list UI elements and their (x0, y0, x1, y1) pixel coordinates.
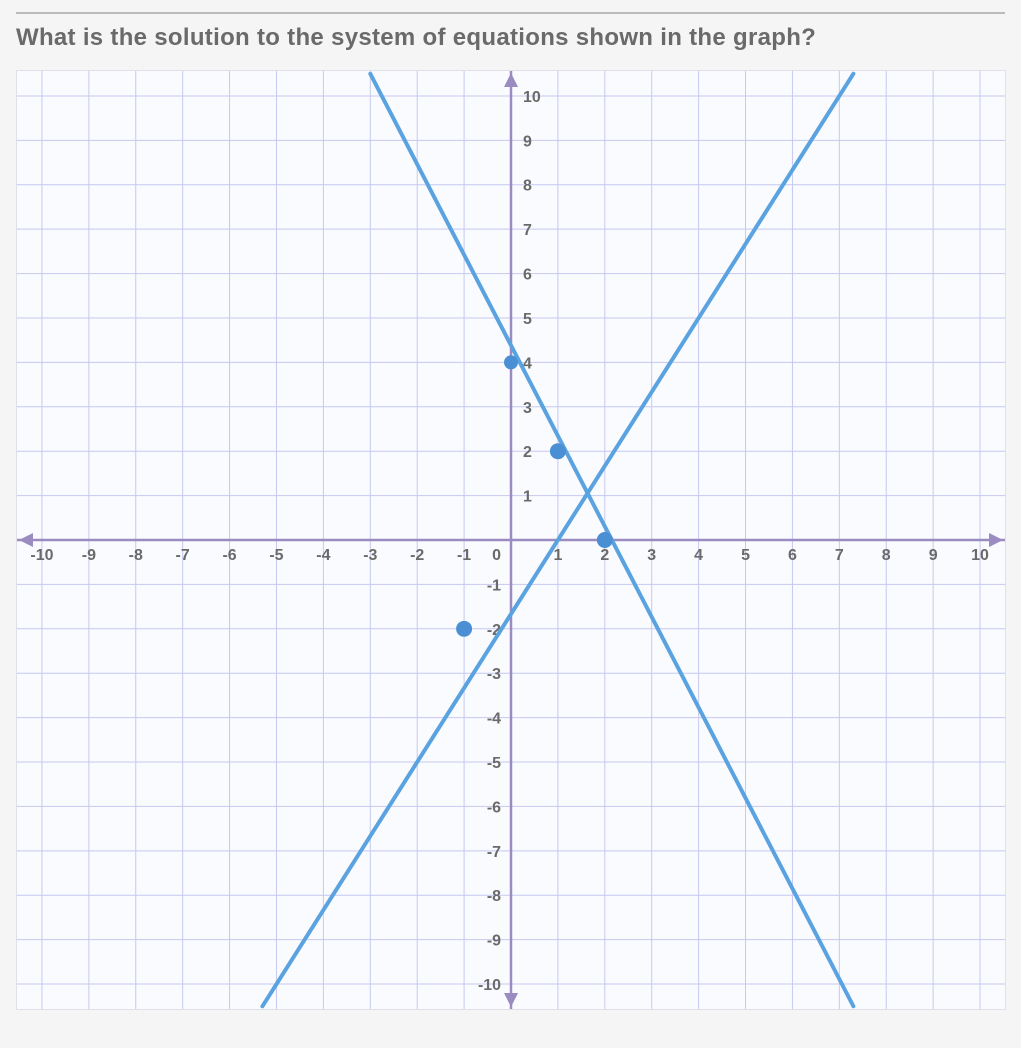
page: What is the solution to the system of eq… (0, 0, 1021, 1048)
x-tick-label: 7 (835, 547, 844, 564)
y-axis-arrow-up (504, 73, 518, 87)
y-tick-label: 2 (523, 444, 532, 461)
y-tick-label: -9 (487, 933, 501, 950)
point-marker (504, 355, 518, 369)
x-tick-label: -10 (30, 547, 53, 564)
top-divider (16, 12, 1005, 14)
y-tick-label: 5 (523, 311, 532, 328)
y-tick-label: -8 (487, 888, 501, 905)
y-tick-label: 1 (523, 489, 532, 506)
x-tick-label: -5 (269, 547, 283, 564)
point-marker (456, 621, 472, 637)
origin-label: 0 (492, 547, 501, 564)
x-tick-label: 4 (694, 547, 703, 564)
point-marker (550, 443, 566, 459)
y-tick-label: -5 (487, 755, 501, 772)
y-tick-label: 9 (523, 133, 532, 150)
x-tick-label: -4 (316, 547, 330, 564)
x-tick-label: -8 (129, 547, 143, 564)
question-text: What is the solution to the system of eq… (16, 24, 1005, 52)
y-tick-label: -6 (487, 799, 501, 816)
x-tick-label: -3 (363, 547, 377, 564)
x-tick-label: 10 (971, 547, 989, 564)
x-tick-label: -6 (222, 547, 236, 564)
y-tick-label: 6 (523, 267, 532, 284)
x-tick-label: -2 (410, 547, 424, 564)
x-tick-label: 2 (600, 547, 609, 564)
y-tick-label: 10 (523, 89, 541, 106)
x-tick-label: -9 (82, 547, 96, 564)
y-axis-arrow-down (504, 993, 518, 1007)
y-tick-label: -4 (487, 711, 501, 728)
y-tick-label: 8 (523, 178, 532, 195)
y-tick-label: 3 (523, 400, 532, 417)
y-tick-label: -3 (487, 666, 501, 683)
x-axis-arrow-left (19, 533, 33, 547)
coordinate-graph: -10-9-8-7-6-5-4-3-2-112345678910-10-9-8-… (16, 70, 1006, 1010)
x-tick-label: 1 (553, 547, 562, 564)
x-tick-label: -1 (457, 547, 471, 564)
x-tick-label: -7 (176, 547, 190, 564)
x-axis-arrow-right (989, 533, 1003, 547)
y-tick-label: -10 (478, 977, 501, 994)
y-tick-label: -7 (487, 844, 501, 861)
x-tick-label: 8 (882, 547, 891, 564)
x-tick-label: 3 (647, 547, 656, 564)
x-tick-label: 6 (788, 547, 797, 564)
y-tick-label: -1 (487, 577, 501, 594)
point-marker (597, 532, 613, 548)
x-tick-label: 5 (741, 547, 750, 564)
chart-svg: -10-9-8-7-6-5-4-3-2-112345678910-10-9-8-… (17, 71, 1005, 1009)
x-tick-label: 9 (929, 547, 938, 564)
y-tick-label: 7 (523, 222, 532, 239)
